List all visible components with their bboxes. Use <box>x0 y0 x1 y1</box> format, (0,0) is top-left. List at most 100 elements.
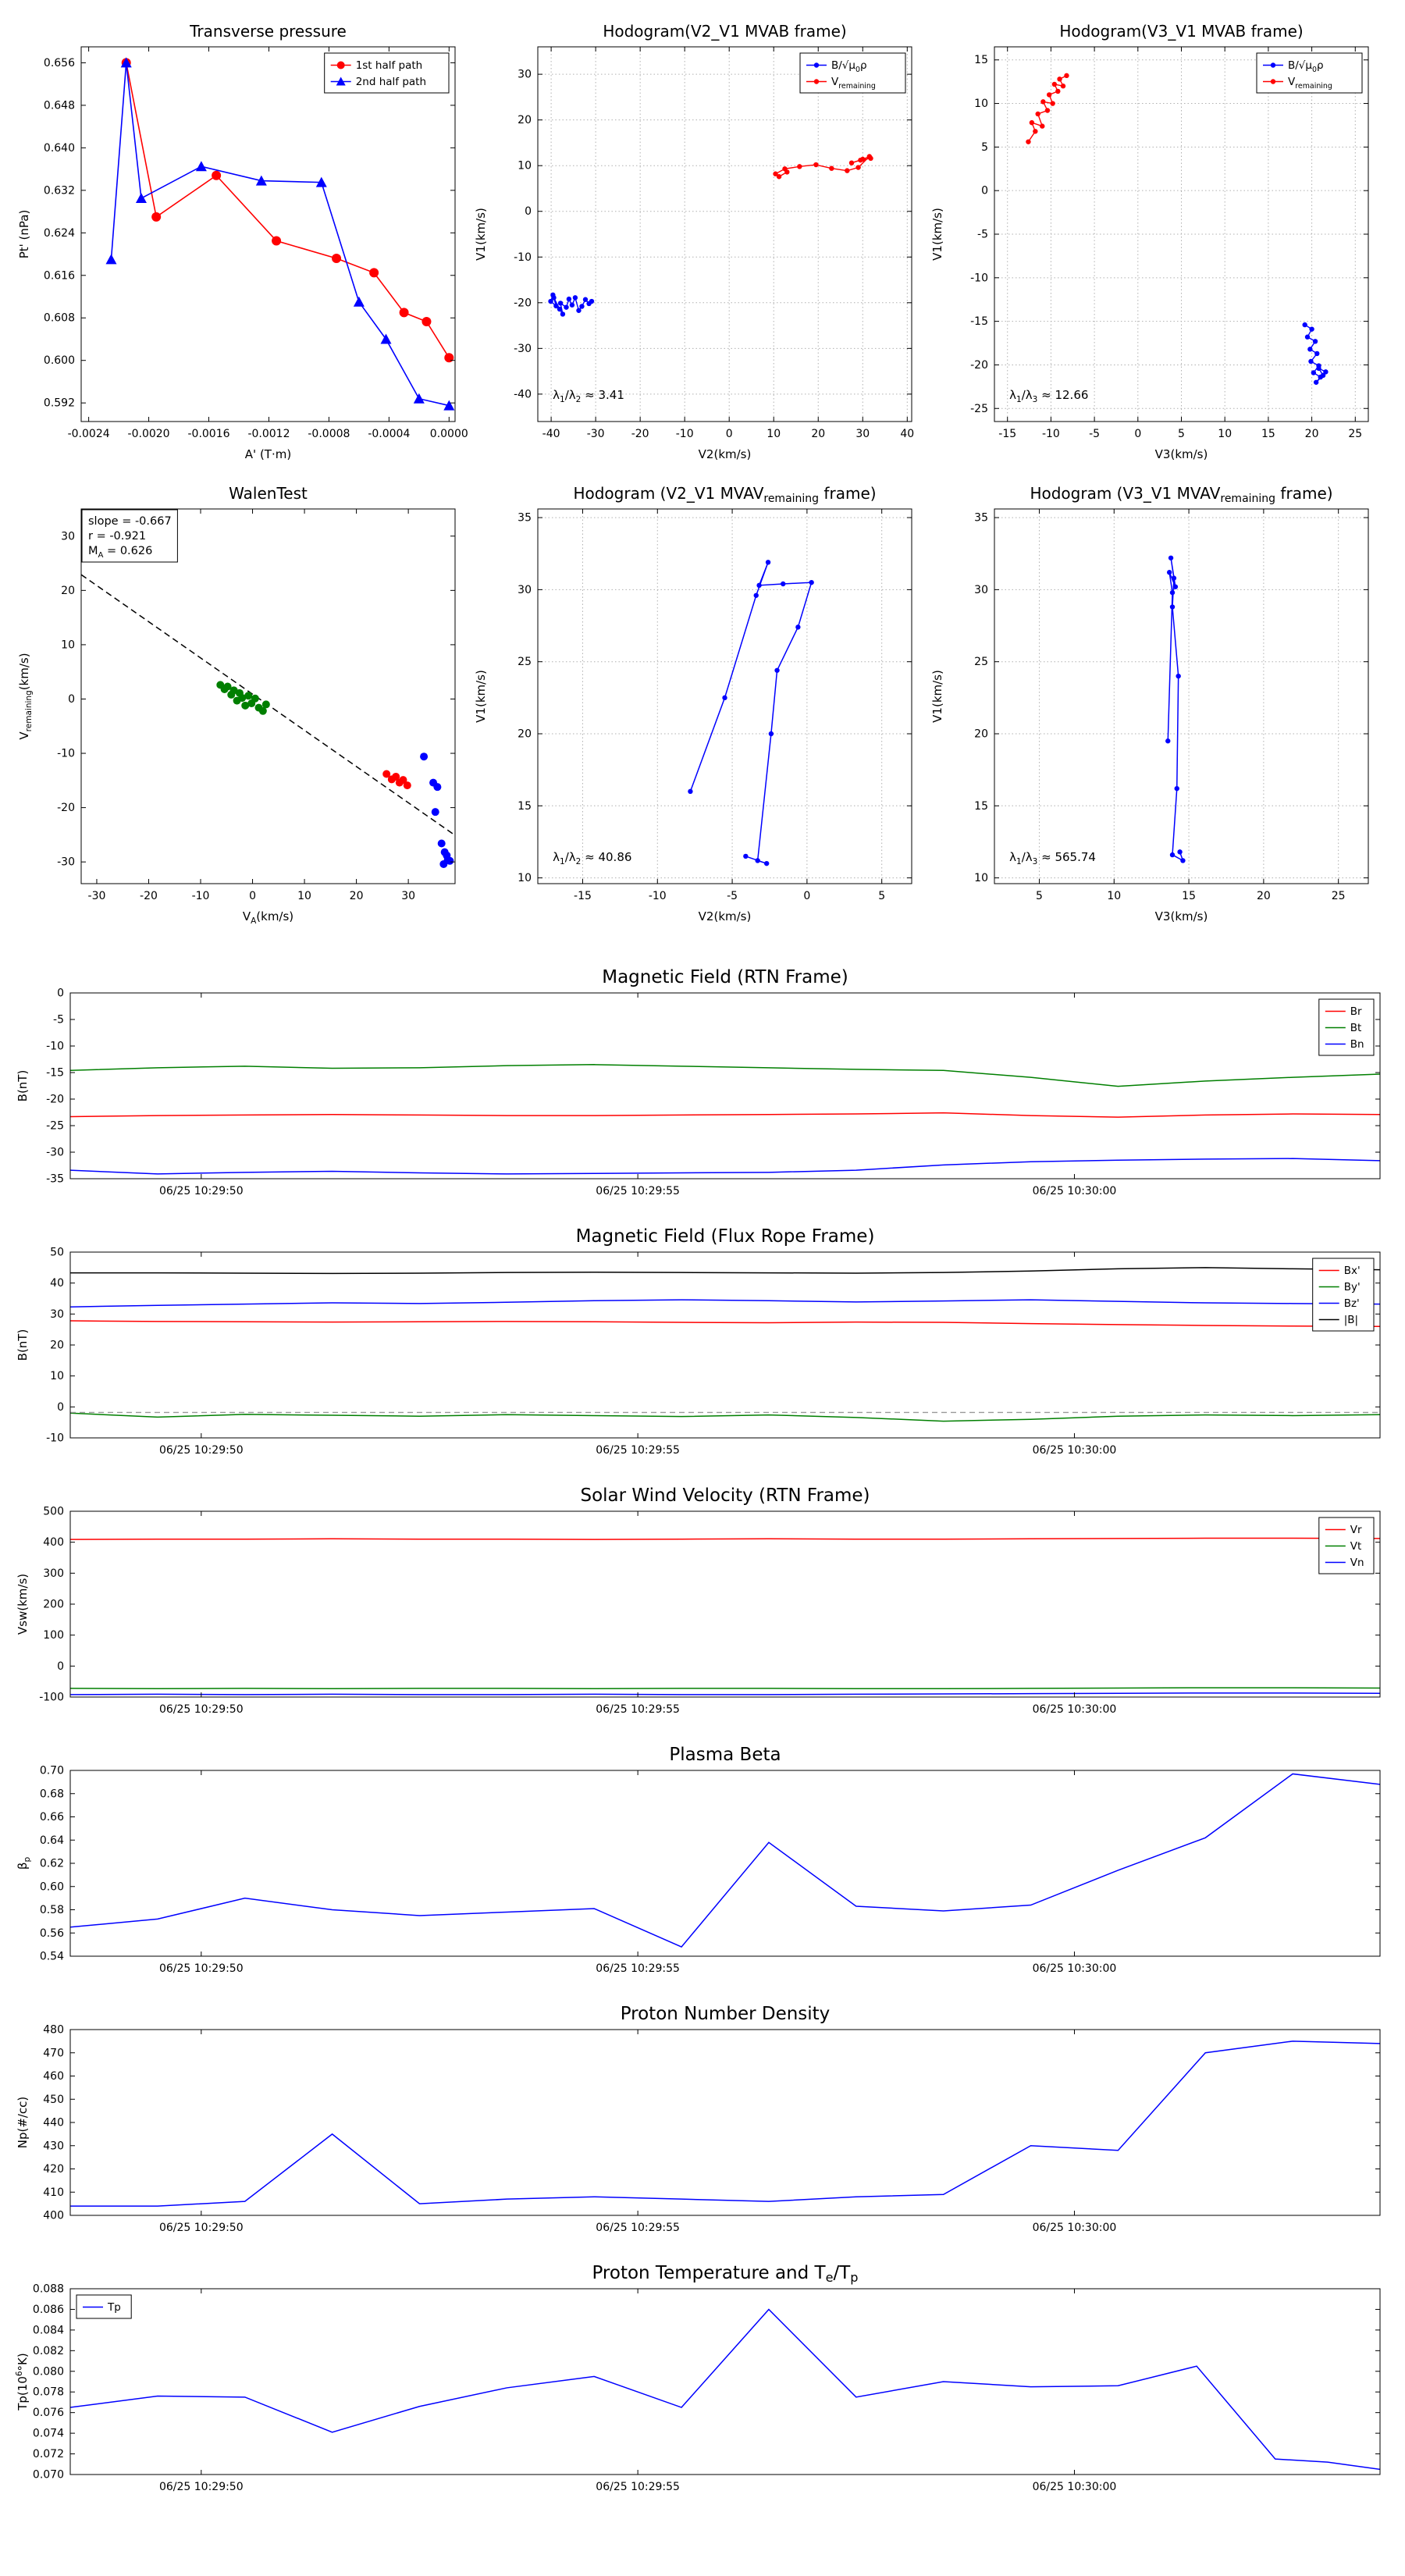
svg-text:0.074: 0.074 <box>33 2428 64 2440</box>
svg-text:30: 30 <box>401 890 415 902</box>
svg-text:Magnetic Field (RTN Frame): Magnetic Field (RTN Frame) <box>602 967 848 987</box>
svg-text:06/25 10:29:50: 06/25 10:29:50 <box>159 1703 244 1716</box>
svg-text:30: 30 <box>518 584 532 596</box>
svg-text:430: 430 <box>43 2140 64 2152</box>
svg-text:Vremaining(km/s): Vremaining(km/s) <box>17 653 34 739</box>
chart-hodogram-v2v1-mvab: -40 -30 -20 -10 0 10 20 30 40 -40 -30 -20 -10 0 10 20 30… <box>468 11 924 470</box>
svg-text:0.608: 0.608 <box>44 312 75 325</box>
svg-text:V3(km/s): V3(km/s) <box>1155 447 1208 461</box>
svg-text:30: 30 <box>974 584 988 596</box>
svg-text:-30: -30 <box>57 856 75 869</box>
svg-text:0.56: 0.56 <box>40 1927 64 1940</box>
svg-text:Hodogram(V3_V1 MVAB frame): Hodogram(V3_V1 MVAB frame) <box>1059 22 1303 41</box>
svg-text:B/√μ0ρ: B/√μ0ρ <box>1288 59 1324 74</box>
svg-text:5: 5 <box>1178 428 1185 440</box>
chart-proton-temperature: 06/25 10:29:50 06/25 10:29:55 06/25 10:30:… <box>9 2258 1393 2500</box>
svg-text:0.70: 0.70 <box>40 1765 64 1777</box>
svg-text:-0.0012: -0.0012 <box>247 428 290 440</box>
svg-text:0.086: 0.086 <box>33 2304 64 2316</box>
svg-text:Magnetic Field (Flux Rope Fram: Magnetic Field (Flux Rope Frame) <box>576 1226 875 1247</box>
chart-magnetic-field-rtn: 06/25 10:29:50 06/25 10:29:55 06/25 10:30:… <box>9 962 1393 1204</box>
svg-text:0.62: 0.62 <box>40 1858 64 1870</box>
chart-plasma-beta: 06/25 10:29:50 06/25 10:29:55 06/25 10:30:… <box>9 1739 1393 1981</box>
svg-text:Vn: Vn <box>1350 1557 1364 1569</box>
svg-text:0.632: 0.632 <box>44 184 75 197</box>
svg-text:0.66: 0.66 <box>40 1811 64 1823</box>
svg-text:0.084: 0.084 <box>33 2324 64 2336</box>
svg-text:slope = -0.667: slope = -0.667 <box>88 515 172 528</box>
svg-text:0: 0 <box>981 185 988 197</box>
svg-text:-5: -5 <box>1089 428 1100 440</box>
svg-text:-5: -5 <box>53 1014 64 1026</box>
svg-text:Pt' (nPa): Pt' (nPa) <box>17 210 31 259</box>
svg-text:-10: -10 <box>1042 428 1060 440</box>
svg-text:V1(km/s): V1(km/s) <box>474 670 488 723</box>
svg-text:-10: -10 <box>649 890 667 902</box>
svg-text:35: 35 <box>974 512 988 525</box>
svg-text:10: 10 <box>297 890 311 902</box>
svg-text:25: 25 <box>1348 428 1362 440</box>
svg-text:470: 470 <box>43 2047 64 2059</box>
svg-text:06/25 10:30:00: 06/25 10:30:00 <box>1033 1703 1117 1716</box>
svg-text:20: 20 <box>1257 890 1271 902</box>
svg-text:20: 20 <box>518 114 532 126</box>
svg-text:0: 0 <box>249 890 256 902</box>
svg-text:-20: -20 <box>140 890 158 902</box>
svg-text:480: 480 <box>43 2024 64 2037</box>
svg-text:0: 0 <box>803 890 810 902</box>
svg-text:-25: -25 <box>46 1120 64 1133</box>
svg-text:-15: -15 <box>998 428 1016 440</box>
svg-text:1st half path: 1st half path <box>356 59 423 72</box>
svg-text:By': By' <box>1344 1281 1361 1293</box>
svg-text:06/25 10:29:55: 06/25 10:29:55 <box>596 1185 680 1197</box>
svg-text:30: 30 <box>50 1308 64 1321</box>
svg-text:λ1/λ3 ≈ 12.66: λ1/λ3 ≈ 12.66 <box>1009 388 1088 404</box>
svg-text:0.076: 0.076 <box>33 2407 64 2419</box>
svg-text:30: 30 <box>855 428 870 440</box>
analysis-row-2: -30 -20 -10 0 10 20 30 -30 -20 -10 0 10 20 30 WalenTes… <box>0 473 1405 932</box>
svg-text:V2(km/s): V2(km/s) <box>699 909 752 923</box>
svg-text:06/25 10:30:00: 06/25 10:30:00 <box>1033 2222 1117 2234</box>
svg-text:-100: -100 <box>39 1692 64 1704</box>
svg-text:-35: -35 <box>46 1173 64 1186</box>
svg-text:0.64: 0.64 <box>40 1834 64 1847</box>
svg-text:WalenTest: WalenTest <box>229 484 308 503</box>
svg-text:25: 25 <box>518 656 532 668</box>
svg-text:-20: -20 <box>631 428 649 440</box>
svg-text:VA(km/s): VA(km/s) <box>243 909 293 926</box>
svg-text:35: 35 <box>518 512 532 525</box>
svg-text:V1(km/s): V1(km/s) <box>474 208 488 261</box>
svg-text:0.070: 0.070 <box>33 2469 64 2482</box>
svg-text:0.072: 0.072 <box>33 2448 64 2460</box>
svg-text:06/25 10:29:55: 06/25 10:29:55 <box>596 1444 680 1457</box>
chart-hodogram-v2v1-mvav: -15 -10 -5 0 5 10 15 20 25 30 35 Hodogram (V2_V1 MV… <box>468 473 924 932</box>
svg-text:Vr: Vr <box>1350 1524 1362 1536</box>
svg-text:5: 5 <box>981 141 988 154</box>
svg-text:0.68: 0.68 <box>40 1788 64 1800</box>
svg-text:460: 460 <box>43 2070 64 2083</box>
svg-text:0.078: 0.078 <box>33 2386 64 2399</box>
svg-text:A' (T·m): A' (T·m) <box>245 447 291 461</box>
svg-text:410: 410 <box>43 2186 64 2199</box>
svg-text:-20: -20 <box>46 1094 64 1106</box>
svg-text:10: 10 <box>974 98 988 110</box>
svg-text:V1(km/s): V1(km/s) <box>930 208 944 261</box>
svg-text:440: 440 <box>43 2117 64 2129</box>
svg-text:Bz': Bz' <box>1344 1297 1360 1310</box>
svg-text:450: 450 <box>43 2094 64 2106</box>
svg-text:06/25 10:29:50: 06/25 10:29:50 <box>159 2481 244 2493</box>
svg-text:06/25 10:29:50: 06/25 10:29:50 <box>159 1185 244 1197</box>
chart-walen-test: -30 -20 -10 0 10 20 30 -30 -20 -10 0 10 20 30 WalenTes… <box>11 473 468 932</box>
svg-text:30: 30 <box>61 530 75 543</box>
svg-text:Vremaining: Vremaining <box>1288 76 1332 91</box>
svg-text:20: 20 <box>350 890 364 902</box>
svg-text:-30: -30 <box>587 428 605 440</box>
svg-text:-10: -10 <box>970 272 988 284</box>
svg-text:5: 5 <box>878 890 885 902</box>
svg-text:λ1/λ3 ≈ 565.74: λ1/λ3 ≈ 565.74 <box>1009 850 1096 866</box>
svg-text:MA = 0.626: MA = 0.626 <box>88 545 152 560</box>
svg-text:-5: -5 <box>727 890 738 902</box>
svg-text:-10: -10 <box>46 1432 64 1445</box>
svg-text:100: 100 <box>43 1629 64 1642</box>
